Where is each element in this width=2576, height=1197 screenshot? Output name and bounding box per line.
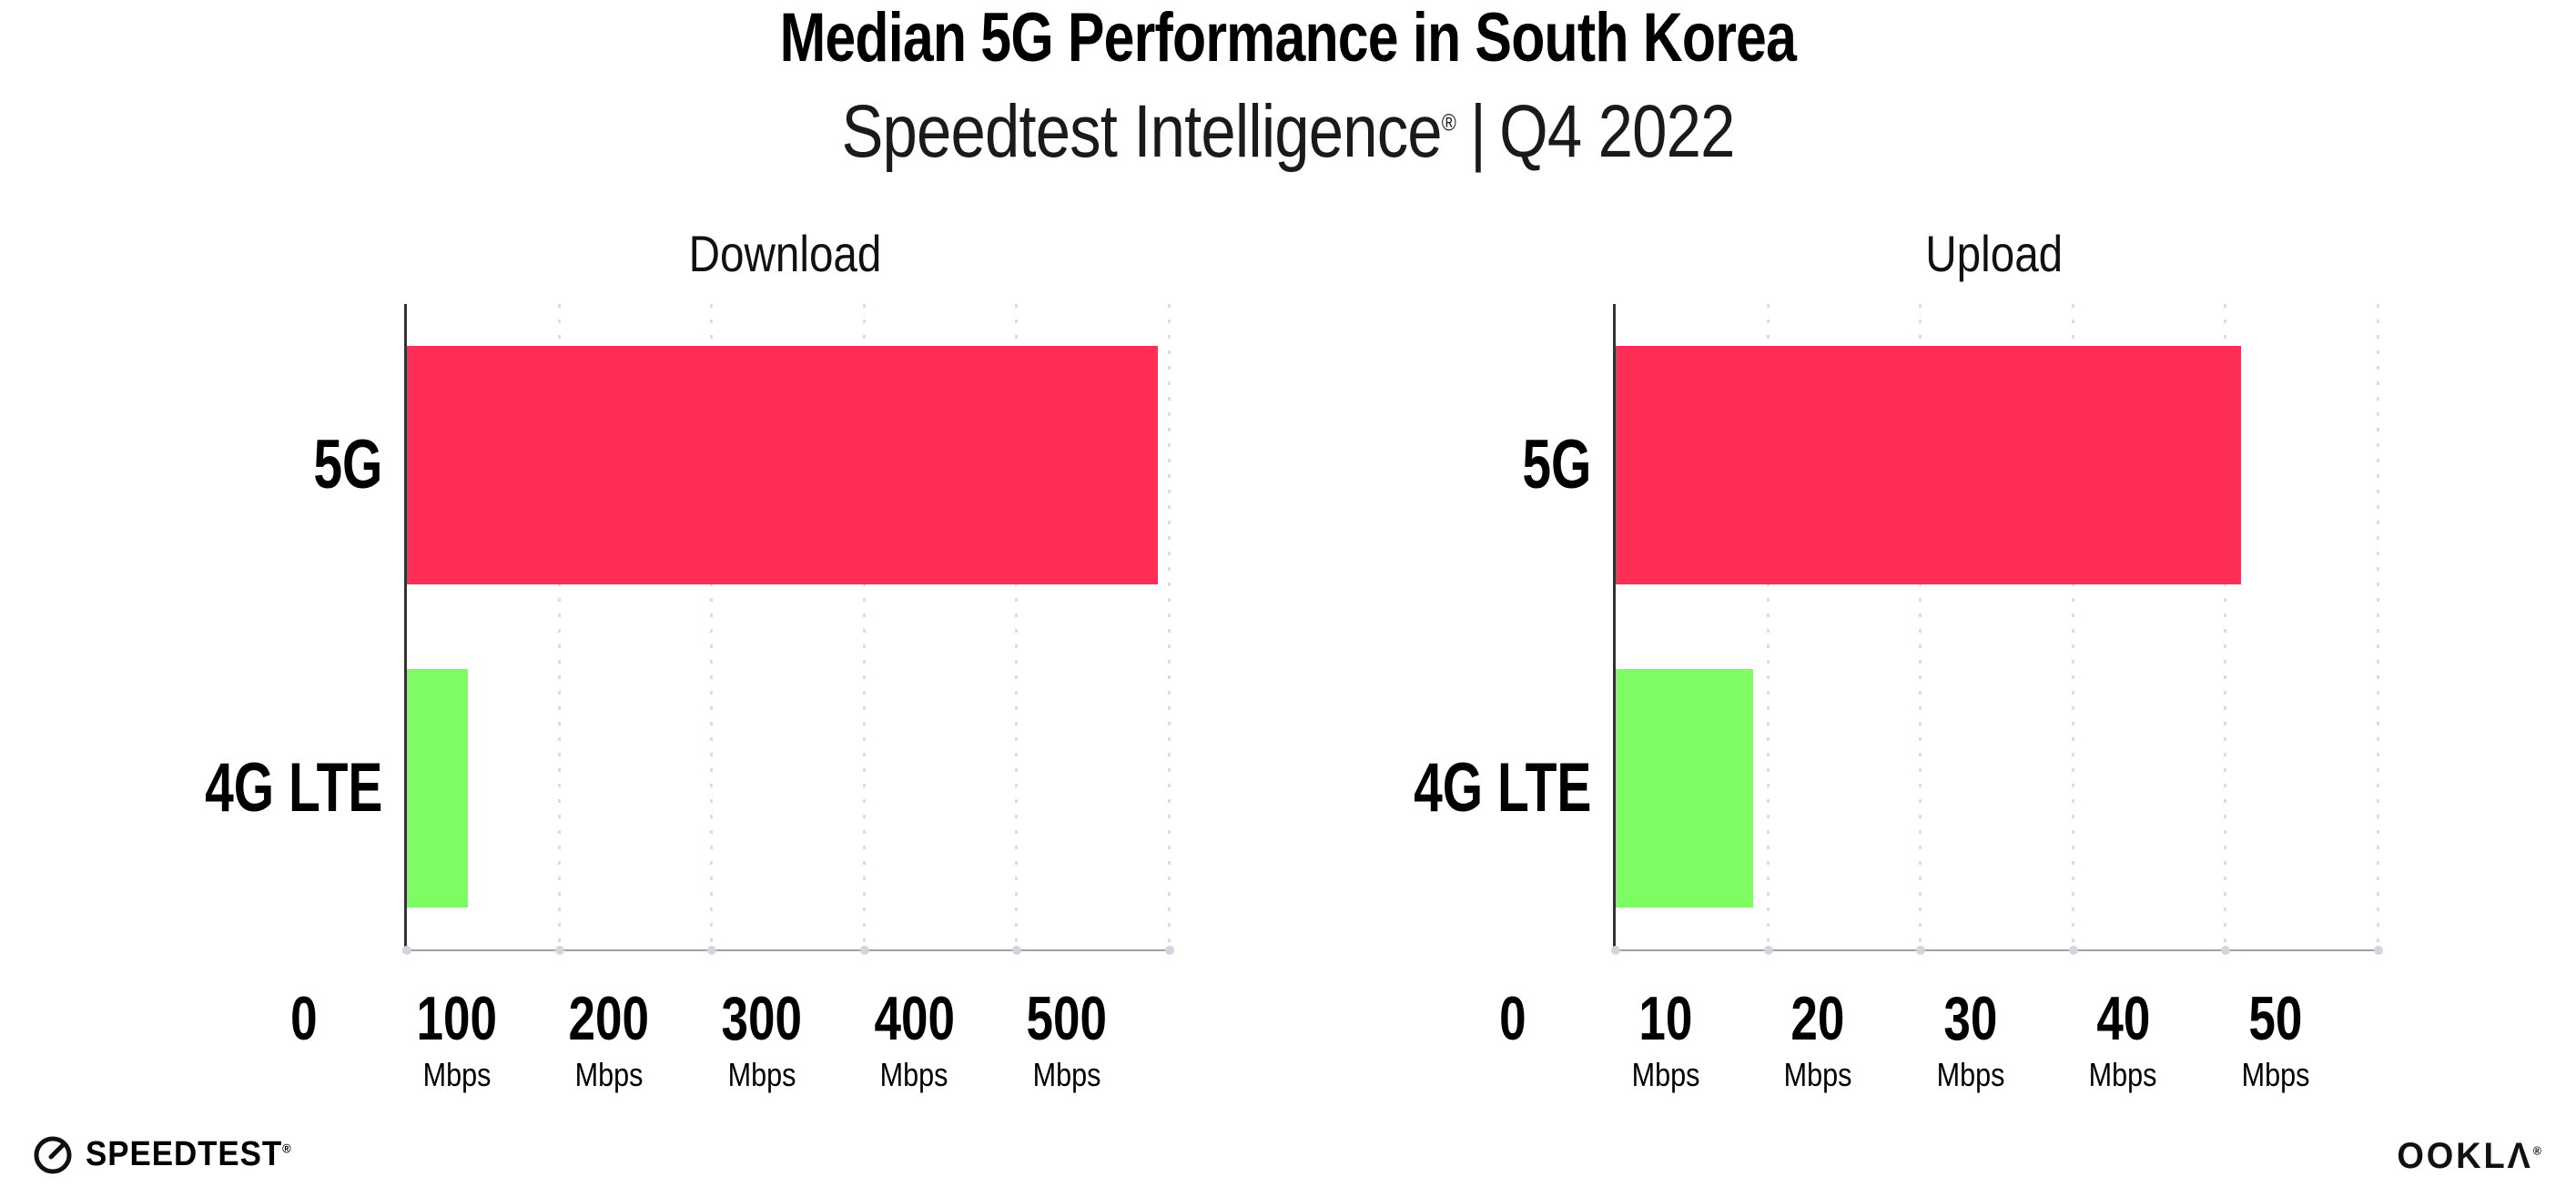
x-tick-unit: Mbps <box>1032 1056 1101 1093</box>
x-tick-unit: Mbps <box>1783 1056 1852 1093</box>
x-tick-label-0: 0 <box>1413 988 1613 1050</box>
x-tick-label-500: 500 Mbps <box>967 988 1167 1091</box>
category-label-4g-lte: 4G LTE <box>1413 748 1591 827</box>
x-tick-value: 100 <box>416 984 497 1053</box>
tick-dot-40 <box>2221 946 2231 955</box>
speedtest-wordmark: SPEEDTEST® <box>86 1135 292 1173</box>
x-tick-unit: Mbps <box>2088 1056 2157 1093</box>
x-tick-unit: Mbps <box>1631 1056 1700 1093</box>
tick-dot-100 <box>554 946 564 955</box>
category-label-5g: 5G <box>312 426 382 504</box>
gridline-200 <box>710 304 714 949</box>
tick-dot-10 <box>1763 946 1773 955</box>
bar-4g-lte <box>407 668 469 908</box>
subtitle-period: Q4 2022 <box>1499 90 1735 173</box>
gridline-400 <box>1015 304 1019 949</box>
x-tick-label-10: 10 Mbps <box>1566 988 1766 1091</box>
x-tick-label-300: 300 Mbps <box>662 988 862 1091</box>
tick-dot-50 <box>2374 946 2383 955</box>
speedtest-gauge-icon <box>31 1132 75 1176</box>
x-tick-value: 500 <box>1026 984 1108 1053</box>
plot-area-download <box>402 304 1174 955</box>
tick-dot-400 <box>1012 946 1022 955</box>
x-tick-unit: Mbps <box>574 1056 644 1093</box>
gridline-50 <box>2377 304 2379 949</box>
category-label-5g: 5G <box>1521 426 1591 504</box>
x-tick-label-200: 200 Mbps <box>509 988 709 1091</box>
x-tick-label-20: 20 Mbps <box>1718 988 1918 1091</box>
x-tick-value: 10 <box>1638 984 1693 1053</box>
tick-dot-300 <box>859 946 869 955</box>
x-tick-value: 0 <box>290 984 318 1053</box>
x-tick-label-40: 40 Mbps <box>2023 988 2223 1091</box>
x-tick-value: 50 <box>2248 984 2303 1053</box>
subtitle-brand: Speedtest Intelligence <box>841 90 1442 173</box>
x-tick-label-100: 100 Mbps <box>357 988 557 1091</box>
gridline-500 <box>1168 304 1171 949</box>
x-tick-label-50: 50 Mbps <box>2175 988 2376 1091</box>
x-tick-unit: Mbps <box>879 1056 948 1093</box>
gridline-100 <box>557 304 561 949</box>
bar-5g <box>407 346 1158 584</box>
x-tick-label-30: 30 Mbps <box>1871 988 2071 1091</box>
x-tick-value: 30 <box>1943 984 1998 1053</box>
x-tick-value: 300 <box>721 984 803 1053</box>
chart-title-upload: Upload <box>1925 225 2064 282</box>
category-label-4g-lte: 4G LTE <box>204 748 382 827</box>
x-tick-value: 200 <box>568 984 650 1053</box>
gridline-300 <box>862 304 866 949</box>
tick-dot-500 <box>1165 946 1174 955</box>
subtitle-separator: | <box>1469 90 1486 173</box>
x-tick-unit: Mbps <box>1936 1056 2005 1093</box>
gridline-20 <box>1919 304 1922 949</box>
x-tick-unit: Mbps <box>422 1056 492 1093</box>
x-tick-unit: Mbps <box>727 1056 796 1093</box>
x-tick-unit: Mbps <box>2241 1056 2310 1093</box>
tick-dot-20 <box>1916 946 1926 955</box>
x-tick-value: 0 <box>1499 984 1526 1053</box>
page-subtitle: Speedtest Intelligence® | Q4 2022 <box>0 95 2576 169</box>
bar-5g <box>1616 346 2242 584</box>
gridline-40 <box>2224 304 2227 949</box>
gridline-30 <box>2071 304 2074 949</box>
speedtest-logo: SPEEDTEST® <box>31 1132 309 1176</box>
tick-dot-0 <box>1611 946 1620 955</box>
tick-dot-0 <box>402 946 411 955</box>
x-tick-value: 40 <box>2095 984 2150 1053</box>
ookla-wordmark: OOKLΛ <box>2397 1136 2533 1176</box>
x-tick-value: 20 <box>1790 984 1845 1053</box>
download-chart: Download 0 100 Mbps 200 Mbps 300 Mbps 400 Mbps 500… <box>205 209 1174 1147</box>
page-title: Median 5G Performance in South Korea <box>779 0 1797 76</box>
chart-title-download: Download <box>689 225 882 282</box>
x-tick-label-0: 0 <box>204 988 404 1050</box>
tick-dot-30 <box>2068 946 2078 955</box>
gridline-10 <box>1766 304 1770 949</box>
ookla-registered-icon: ® <box>2532 1143 2541 1158</box>
ookla-logo: OOKLΛ® <box>2389 1138 2541 1174</box>
tick-dot-200 <box>707 946 717 955</box>
x-tick-label-400: 400 Mbps <box>814 988 1014 1091</box>
registered-trademark-icon: ® <box>1441 108 1456 137</box>
plot-area-upload <box>1611 304 2383 955</box>
upload-chart: Upload 0 10 Mbps 20 Mbps 30 Mbps 40 Mbps 50 Mbps 5G 4… <box>1414 209 2383 1147</box>
bar-4g-lte <box>1616 668 1753 908</box>
x-tick-value: 400 <box>874 984 955 1053</box>
speedtest-registered-icon: ® <box>282 1141 292 1156</box>
